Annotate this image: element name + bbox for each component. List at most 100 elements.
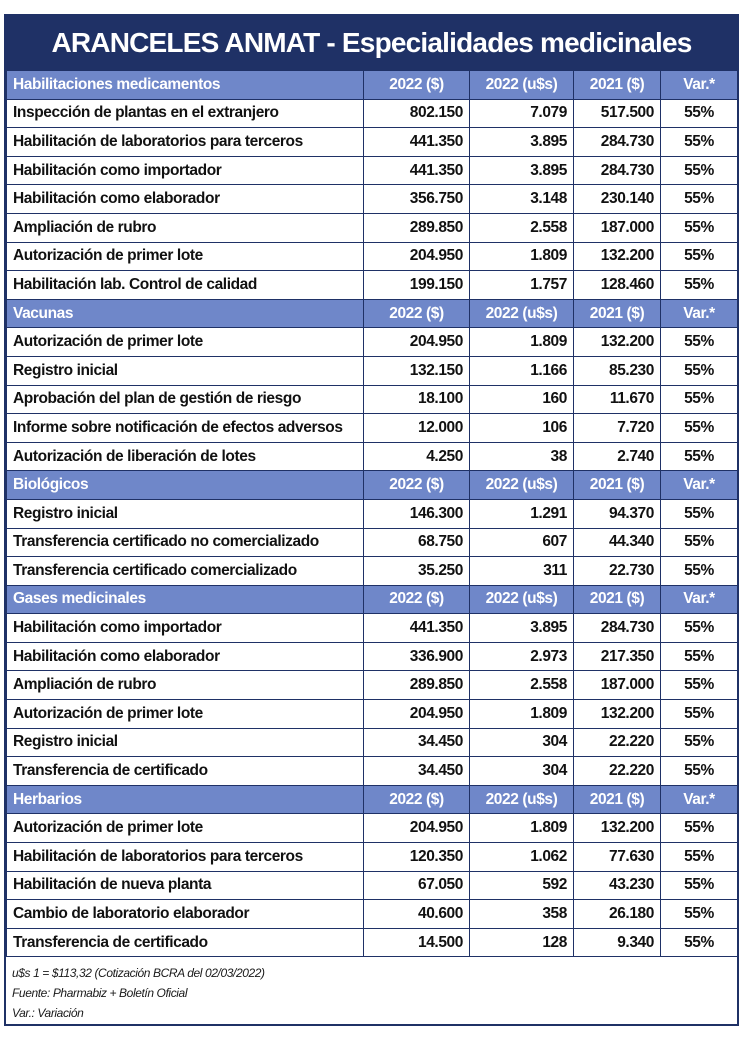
value-2021-ars: 22.730 bbox=[573, 556, 661, 586]
value-2021-ars: 187.000 bbox=[573, 670, 661, 701]
item-label: Informe sobre notificación de efectos ad… bbox=[6, 413, 364, 443]
value-variation: 55% bbox=[660, 699, 738, 729]
value-2021-ars: 230.140 bbox=[573, 184, 661, 214]
value-2021-ars: 26.180 bbox=[573, 899, 661, 929]
value-variation: 55% bbox=[660, 127, 738, 157]
value-variation: 55% bbox=[660, 556, 738, 586]
table-row: Autorización de liberación de lotes 4.250… bbox=[6, 441, 738, 472]
table-row: Informe sobre notificación de efectos ad… bbox=[6, 413, 738, 443]
value-2021-ars: 85.230 bbox=[573, 355, 661, 386]
table-row: Habilitación como elaborador 336.900 2.973… bbox=[6, 641, 738, 672]
item-label: Inspección de plantas en el extranjero bbox=[6, 98, 364, 129]
table-row: Ampliación de rubro 289.850 2.558 187.000 55… bbox=[6, 212, 738, 243]
source-note: Fuente: Pharmabiz + Boletín Oficial bbox=[12, 986, 188, 1001]
value-2022-usd: 128 bbox=[469, 927, 574, 958]
value-2022-usd: 160 bbox=[469, 384, 574, 415]
value-2021-ars: 284.730 bbox=[573, 613, 661, 643]
value-2022-ars: 40.600 bbox=[363, 899, 470, 929]
table-row: Aprobación del plan de gestión de riesgo… bbox=[6, 384, 738, 415]
section-header-row: Herbarios 2022 ($) 2022 (u$s) 2021 ($) Var.* bbox=[6, 784, 738, 815]
item-label: Habilitación como elaborador bbox=[6, 641, 364, 672]
header-variation: Var.* bbox=[660, 470, 738, 500]
section-title: Herbarios bbox=[6, 784, 364, 815]
item-label: Autorización de primer lote bbox=[6, 813, 364, 844]
document-title: ARANCELES ANMAT - Especialidades medicin… bbox=[6, 16, 737, 70]
value-2022-usd: 304 bbox=[469, 727, 574, 758]
item-label: Transferencia certificado no comercializ… bbox=[6, 527, 364, 558]
value-2022-usd: 592 bbox=[469, 870, 574, 901]
header-variation: Var.* bbox=[660, 298, 738, 329]
value-variation: 55% bbox=[660, 670, 738, 701]
table-row: Transferencia de certificado 34.450 304 22.… bbox=[6, 756, 738, 786]
value-2022-usd: 3.895 bbox=[469, 127, 574, 157]
value-2022-usd: 38 bbox=[469, 441, 574, 472]
item-label: Habilitación como importador bbox=[6, 155, 364, 186]
item-label: Habilitación lab. Control de calidad bbox=[6, 270, 364, 300]
value-2021-ars: 128.460 bbox=[573, 270, 661, 300]
section-header-row: Gases medicinales 2022 ($) 2022 (u$s) 2021 … bbox=[6, 584, 738, 615]
table-row: Transferencia de certificado 14.500 128 9.3… bbox=[6, 927, 738, 958]
value-2022-usd: 1.809 bbox=[469, 241, 574, 272]
value-2022-ars: 120.350 bbox=[363, 842, 470, 872]
value-2021-ars: 77.630 bbox=[573, 842, 661, 872]
value-2022-usd: 311 bbox=[469, 556, 574, 586]
item-label: Cambio de laboratorio elaborador bbox=[6, 899, 364, 929]
exchange-rate-note: u$s 1 = $113,32 (Cotización BCRA del 02/… bbox=[12, 966, 265, 981]
header-variation: Var.* bbox=[660, 584, 738, 615]
value-2022-ars: 4.250 bbox=[363, 441, 470, 472]
value-2022-ars: 204.950 bbox=[363, 813, 470, 844]
value-2021-ars: 132.200 bbox=[573, 699, 661, 729]
table-row: Registro inicial 146.300 1.291 94.370 55% bbox=[6, 498, 738, 529]
value-2021-ars: 284.730 bbox=[573, 127, 661, 157]
table-row: Inspección de plantas en el extranjero 80… bbox=[6, 98, 738, 129]
value-variation: 55% bbox=[660, 212, 738, 243]
legend-note: Var.: Variación bbox=[12, 1006, 84, 1021]
value-2022-usd: 2.973 bbox=[469, 641, 574, 672]
value-2021-ars: 94.370 bbox=[573, 498, 661, 529]
value-2022-usd: 7.079 bbox=[469, 98, 574, 129]
item-label: Habilitación como elaborador bbox=[6, 184, 364, 214]
table-row: Habilitación de laboratorios para tercer… bbox=[6, 842, 738, 872]
section-title: Habilitaciones medicamentos bbox=[6, 70, 364, 100]
value-variation: 55% bbox=[660, 184, 738, 214]
item-label: Autorización de liberación de lotes bbox=[6, 441, 364, 472]
table-row: Habilitación de laboratorios para tercer… bbox=[6, 127, 738, 157]
value-2022-ars: 289.850 bbox=[363, 212, 470, 243]
value-variation: 55% bbox=[660, 155, 738, 186]
table-row: Registro inicial 132.150 1.166 85.230 55% bbox=[6, 355, 738, 386]
value-2022-usd: 358 bbox=[469, 899, 574, 929]
header-2021-ars: 2021 ($) bbox=[573, 784, 661, 815]
value-variation: 55% bbox=[660, 441, 738, 472]
value-2021-ars: 217.350 bbox=[573, 641, 661, 672]
section-header-row: Biológicos 2022 ($) 2022 (u$s) 2021 ($) Var.… bbox=[6, 470, 738, 500]
value-variation: 55% bbox=[660, 98, 738, 129]
value-variation: 55% bbox=[660, 870, 738, 901]
value-variation: 55% bbox=[660, 327, 738, 357]
section-title: Biológicos bbox=[6, 470, 364, 500]
value-variation: 55% bbox=[660, 384, 738, 415]
item-label: Habilitación de laboratorios para tercer… bbox=[6, 127, 364, 157]
header-2022-ars: 2022 ($) bbox=[363, 584, 470, 615]
table-row: Habilitación de nueva planta 67.050 592 43.… bbox=[6, 870, 738, 901]
table-row: Habilitación como elaborador 356.750 3.148… bbox=[6, 184, 738, 214]
value-2022-usd: 1.166 bbox=[469, 355, 574, 386]
value-2022-ars: 441.350 bbox=[363, 127, 470, 157]
item-label: Registro inicial bbox=[6, 355, 364, 386]
header-2022-usd: 2022 (u$s) bbox=[469, 784, 574, 815]
value-variation: 55% bbox=[660, 527, 738, 558]
item-label: Ampliación de rubro bbox=[6, 670, 364, 701]
value-2022-ars: 204.950 bbox=[363, 699, 470, 729]
header-2021-ars: 2021 ($) bbox=[573, 470, 661, 500]
value-2022-usd: 3.148 bbox=[469, 184, 574, 214]
value-2022-usd: 1.757 bbox=[469, 270, 574, 300]
header-variation: Var.* bbox=[660, 70, 738, 100]
value-2021-ars: 284.730 bbox=[573, 155, 661, 186]
value-variation: 55% bbox=[660, 270, 738, 300]
value-2021-ars: 517.500 bbox=[573, 98, 661, 129]
header-2022-ars: 2022 ($) bbox=[363, 784, 470, 815]
header-2022-usd: 2022 (u$s) bbox=[469, 584, 574, 615]
item-label: Autorización de primer lote bbox=[6, 699, 364, 729]
item-label: Transferencia de certificado bbox=[6, 927, 364, 958]
table-row: Autorización de primer lote 204.950 1.809 1… bbox=[6, 327, 738, 357]
value-variation: 55% bbox=[660, 927, 738, 958]
